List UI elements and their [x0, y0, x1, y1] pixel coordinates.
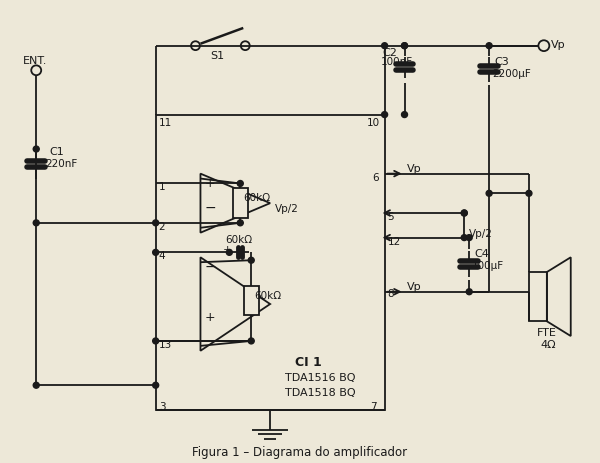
Text: 2200μF: 2200μF — [492, 69, 531, 79]
Text: 3: 3 — [158, 402, 165, 412]
Circle shape — [33, 382, 39, 388]
Circle shape — [237, 220, 243, 226]
Circle shape — [33, 220, 39, 226]
Circle shape — [461, 210, 467, 216]
Circle shape — [461, 235, 467, 241]
Circle shape — [401, 43, 407, 49]
Circle shape — [466, 289, 472, 294]
Text: C3: C3 — [494, 57, 509, 68]
Text: Vp: Vp — [407, 282, 421, 292]
Circle shape — [526, 190, 532, 196]
Circle shape — [382, 43, 388, 49]
Circle shape — [382, 112, 388, 118]
Text: 60kΩ: 60kΩ — [226, 235, 253, 244]
Text: 60kΩ: 60kΩ — [243, 194, 271, 203]
Text: 6: 6 — [373, 173, 379, 182]
Text: 2: 2 — [158, 222, 165, 232]
Circle shape — [152, 382, 158, 388]
Text: 12: 12 — [388, 237, 401, 247]
Text: S1: S1 — [211, 50, 224, 61]
Text: Figura 1 – Diagrama do amplificador: Figura 1 – Diagrama do amplificador — [193, 446, 407, 459]
Text: Vp: Vp — [551, 40, 565, 50]
Text: 100nF: 100nF — [380, 57, 413, 68]
Circle shape — [226, 250, 232, 255]
Circle shape — [248, 257, 254, 263]
Circle shape — [401, 112, 407, 118]
Text: 13: 13 — [158, 340, 172, 350]
Text: Vp/2: Vp/2 — [469, 229, 493, 239]
Text: C1: C1 — [49, 147, 64, 157]
Text: 5: 5 — [388, 212, 394, 222]
Text: 7: 7 — [370, 402, 376, 412]
Text: +: + — [205, 312, 215, 325]
Circle shape — [461, 210, 467, 216]
Circle shape — [152, 338, 158, 344]
Text: C2: C2 — [383, 48, 397, 58]
Text: CI 1: CI 1 — [295, 356, 322, 369]
Bar — [233, 188, 248, 218]
Bar — [244, 286, 259, 315]
Text: −: − — [205, 260, 216, 274]
Text: 10: 10 — [367, 118, 380, 127]
Text: TDA1518 BQ: TDA1518 BQ — [285, 388, 356, 398]
Circle shape — [152, 220, 158, 226]
Text: FTE: FTE — [537, 328, 557, 338]
Text: ENT.: ENT. — [23, 56, 47, 66]
Text: 4: 4 — [158, 251, 165, 262]
Text: 8: 8 — [388, 289, 394, 299]
Text: 220nF: 220nF — [45, 159, 77, 169]
Text: 1: 1 — [158, 182, 165, 193]
Text: 11: 11 — [158, 118, 172, 127]
Text: 60kΩ: 60kΩ — [254, 291, 281, 301]
Circle shape — [33, 146, 39, 152]
Circle shape — [486, 190, 492, 196]
Text: C4: C4 — [474, 250, 489, 259]
Circle shape — [486, 43, 492, 49]
Text: 4Ω: 4Ω — [541, 340, 557, 350]
Text: Vp/2: Vp/2 — [275, 204, 299, 214]
Circle shape — [401, 43, 407, 49]
Circle shape — [152, 250, 158, 255]
Circle shape — [466, 235, 472, 241]
Text: 100μF: 100μF — [472, 261, 505, 271]
Circle shape — [237, 181, 243, 187]
Bar — [155, 114, 385, 410]
Bar — [529, 272, 547, 321]
Text: +: + — [223, 245, 232, 256]
Circle shape — [248, 338, 254, 344]
Text: TDA1516 BQ: TDA1516 BQ — [285, 374, 356, 383]
Text: +: + — [205, 176, 215, 189]
Text: Vp: Vp — [407, 164, 421, 174]
Text: −: − — [205, 201, 216, 215]
